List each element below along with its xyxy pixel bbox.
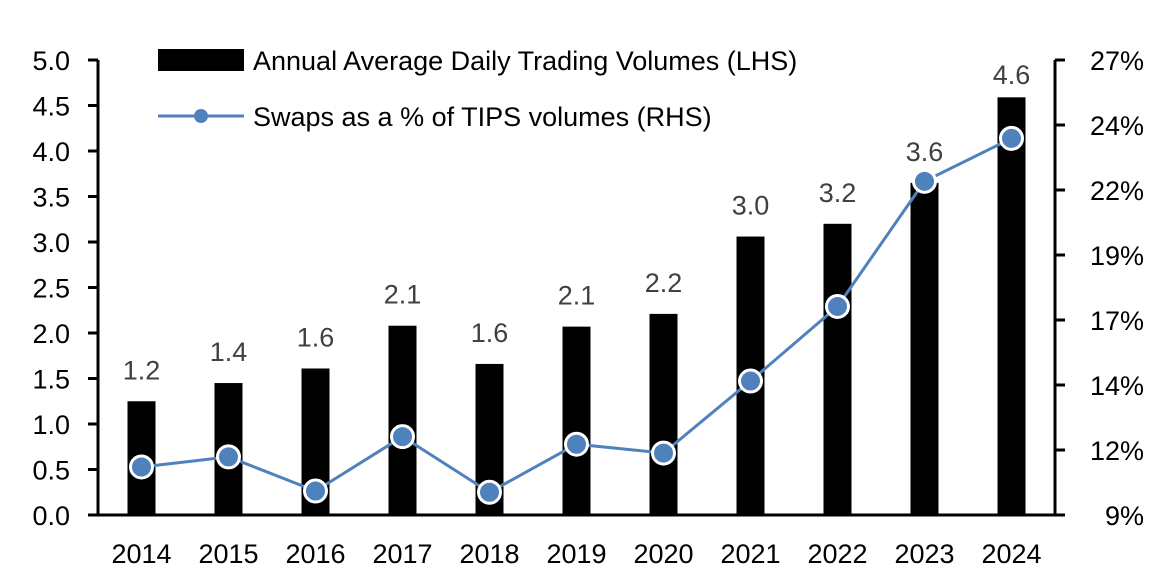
left-tick-label: 1.0 xyxy=(32,410,70,440)
x-tick-label: 2014 xyxy=(111,539,171,569)
data-label-2023: 3.6 xyxy=(906,137,944,167)
left-tick-label: 0.0 xyxy=(32,501,70,531)
x-tick-label: 2018 xyxy=(459,539,519,569)
left-tick-label: 5.0 xyxy=(32,46,70,76)
right-tick-label: 17% xyxy=(1090,306,1144,336)
x-tick-label: 2020 xyxy=(633,539,693,569)
legend: Annual Average Daily Trading Volumes (LH… xyxy=(158,46,797,132)
right-tick-label: 9% xyxy=(1105,501,1144,531)
line-point-2014 xyxy=(129,454,154,480)
data-label-2022: 3.2 xyxy=(819,178,857,208)
line-point-2022 xyxy=(825,293,850,319)
x-tick-label: 2023 xyxy=(894,539,954,569)
line-point-2021 xyxy=(738,368,763,394)
data-label-2021: 3.0 xyxy=(732,191,770,221)
data-label-2018: 1.6 xyxy=(471,318,509,348)
left-tick-label: 0.5 xyxy=(32,456,70,486)
line-series xyxy=(129,125,1024,505)
bar-2023 xyxy=(910,182,939,515)
left-tick-label: 1.5 xyxy=(32,365,70,395)
line-point-2024 xyxy=(999,125,1024,151)
x-tick-label: 2019 xyxy=(546,539,606,569)
bar-2022 xyxy=(823,223,852,516)
left-tick-label: 3.5 xyxy=(32,183,70,213)
x-tick-label: 2017 xyxy=(372,539,432,569)
bar-2024 xyxy=(997,97,1026,515)
data-label-2024: 4.6 xyxy=(993,60,1031,90)
axes: 0.0 0.5 1.0 1.5 2.0 2.5 3.0 3.5 4.0 4.5 5.0 9% 12% 14… xyxy=(32,46,1144,569)
right-tick-label: 19% xyxy=(1090,241,1144,271)
data-label-2019: 2.1 xyxy=(558,281,596,311)
right-tick-label: 24% xyxy=(1090,111,1144,141)
right-tick-label: 27% xyxy=(1090,46,1144,76)
left-tick-label: 2.0 xyxy=(32,319,70,349)
line-point-2018 xyxy=(477,479,502,505)
data-label-2017: 2.1 xyxy=(384,280,422,310)
data-label-2016: 1.6 xyxy=(297,322,335,352)
legend-bar-swatch xyxy=(158,49,244,71)
left-tick-label: 2.5 xyxy=(32,274,70,304)
legend-label-bars: Annual Average Daily Trading Volumes (LH… xyxy=(253,46,797,76)
x-tick-label: 2022 xyxy=(807,539,867,569)
x-tick-label: 2024 xyxy=(981,539,1041,569)
line-point-2023 xyxy=(912,168,937,194)
line-point-2017 xyxy=(390,424,415,450)
data-label-2015: 1.4 xyxy=(210,337,248,367)
left-tick-label: 3.0 xyxy=(32,228,70,258)
x-tick-label: 2016 xyxy=(285,539,345,569)
bar-2020 xyxy=(649,313,678,515)
right-tick-label: 14% xyxy=(1090,371,1144,401)
bar-2017 xyxy=(388,325,417,515)
legend-label-line: Swaps as a % of TIPS volumes (RHS) xyxy=(253,102,712,132)
line-point-2020 xyxy=(651,440,676,466)
right-tick-label: 22% xyxy=(1090,176,1144,206)
x-tick-label: 2015 xyxy=(198,539,258,569)
line-point-2015 xyxy=(216,444,241,470)
left-tick-label: 4.0 xyxy=(32,137,70,167)
bar-2019 xyxy=(562,326,591,515)
data-label-2020: 2.2 xyxy=(645,268,683,298)
right-tick-label: 12% xyxy=(1090,436,1144,466)
left-tick-label: 4.5 xyxy=(32,92,70,122)
legend-line-marker xyxy=(194,109,208,123)
data-label-2014: 1.2 xyxy=(123,355,161,385)
line-point-2019 xyxy=(564,431,589,457)
line-point-2016 xyxy=(303,478,328,504)
x-tick-label: 2021 xyxy=(720,539,780,569)
